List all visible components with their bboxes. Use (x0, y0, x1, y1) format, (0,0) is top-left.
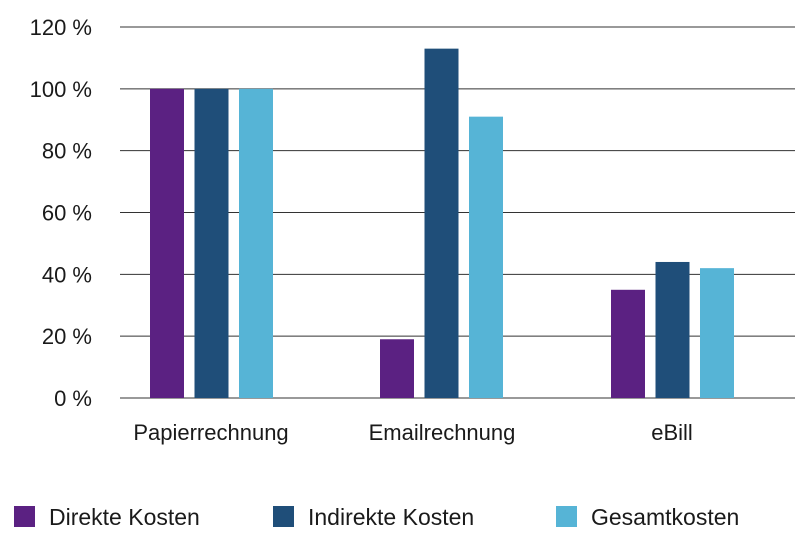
bar-emailrechnung-indirekte-kosten (424, 48, 459, 399)
y-tick-label: 60 % (42, 201, 92, 226)
legend-swatch-gesamtkosten (556, 506, 577, 527)
legend-label: Direkte Kosten (49, 504, 200, 530)
legend-label: Indirekte Kosten (308, 504, 474, 530)
x-axis-category-labels: Papierrechnung Emailrechnung eBill (133, 420, 692, 445)
y-tick-label: 80 % (42, 139, 92, 164)
bar-papierrechnung-gesamtkosten (239, 88, 273, 398)
y-tick-label: 120 % (30, 15, 92, 40)
y-axis-tick-labels: 0 % 20 % 40 % 60 % 80 % 100 % 120 % (30, 15, 92, 411)
x-category-label: Emailrechnung (369, 420, 516, 445)
x-category-label: eBill (651, 420, 693, 445)
bar-papierrechnung-direkte-kosten (150, 88, 184, 398)
bar-ebill-gesamtkosten (700, 268, 734, 398)
bar-ebill-direkte-kosten (611, 289, 645, 398)
y-tick-label: 0 % (54, 386, 92, 411)
legend-swatch-indirekte-kosten (273, 506, 294, 527)
y-tick-label: 100 % (30, 77, 92, 102)
x-category-label: Papierrechnung (133, 420, 288, 445)
legend-swatch-direkte-kosten (14, 506, 35, 527)
bar-emailrechnung-direkte-kosten (380, 339, 414, 398)
legend: Direkte Kosten Indirekte Kosten Gesamtkost… (14, 504, 739, 530)
bar-emailrechnung-gesamtkosten (469, 116, 503, 399)
bar-ebill-indirekte-kosten (655, 261, 690, 398)
bars (150, 48, 734, 399)
y-tick-label: 20 % (42, 324, 92, 349)
y-tick-label: 40 % (42, 262, 92, 287)
bar-papierrechnung-indirekte-kosten (194, 88, 229, 398)
legend-label: Gesamtkosten (591, 504, 739, 530)
